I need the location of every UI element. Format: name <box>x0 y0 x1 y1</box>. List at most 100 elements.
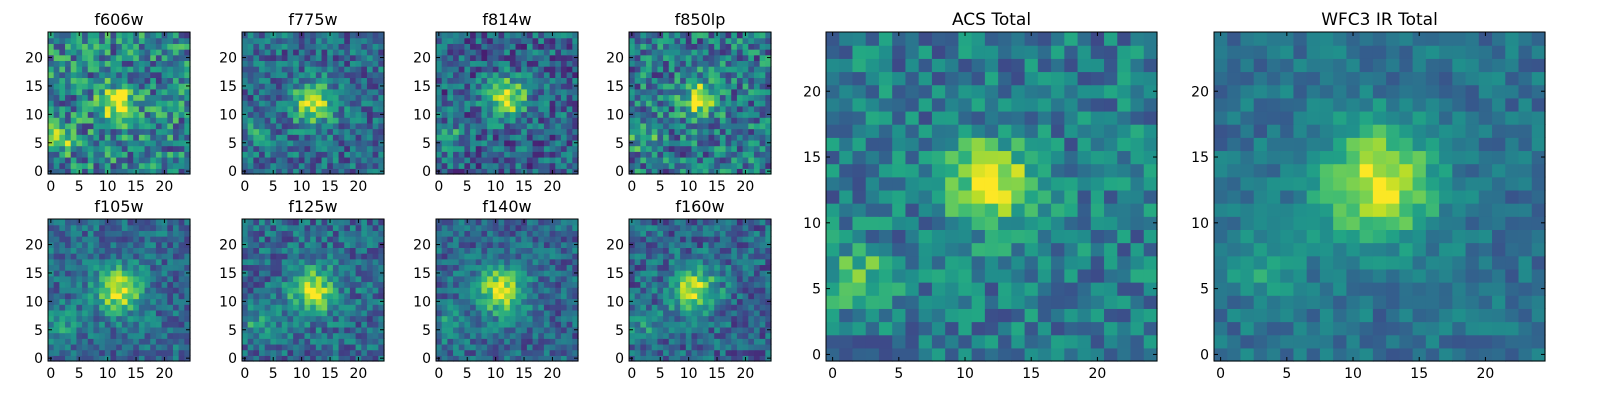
pixel-cell <box>338 156 345 164</box>
pixel-cell <box>447 224 454 231</box>
pixel-cell <box>310 298 317 305</box>
pixel-cell <box>184 281 191 288</box>
pixel-cell <box>566 332 573 339</box>
pixel-cell <box>82 219 89 226</box>
pixel-cell <box>127 151 134 158</box>
pixel-cell <box>725 168 732 175</box>
pixel-cell <box>65 168 72 175</box>
pixel-cell <box>138 292 146 300</box>
pixel-cell <box>475 219 483 226</box>
pixel-cell <box>697 32 704 39</box>
pixel-cell <box>372 247 379 254</box>
pixel-cell <box>691 287 698 294</box>
pixel-cell <box>144 326 151 334</box>
pixel-cell <box>366 264 374 271</box>
pixel-cell <box>327 253 334 260</box>
pixel-cell <box>719 100 727 107</box>
pixel-cell <box>270 247 277 254</box>
pixel-cell <box>748 49 755 56</box>
pixel-cell <box>509 66 517 73</box>
pixel-cell <box>447 43 454 50</box>
pixel-cell <box>110 332 117 339</box>
pixel-cell <box>327 287 334 294</box>
pixel-cell <box>281 338 289 345</box>
pixel-cell <box>264 71 271 79</box>
pixel-cell <box>725 60 732 67</box>
pixel-cell <box>184 230 191 237</box>
pixel-cell <box>680 83 687 90</box>
pixel-cell <box>719 83 727 90</box>
pixel-cell <box>293 355 300 362</box>
pixel-cell <box>646 100 653 107</box>
pixel-cell <box>144 281 151 288</box>
pixel-cell <box>436 88 443 96</box>
pixel-cell <box>178 111 185 118</box>
pixel-cell <box>304 224 311 231</box>
pixel-cell <box>441 270 448 277</box>
pixel-cell <box>753 54 761 61</box>
pixel-cell <box>315 94 323 101</box>
x-tick-label: 0 <box>240 366 249 382</box>
pixel-cell <box>748 71 755 79</box>
pixel-cell <box>458 343 465 351</box>
pixel-cell <box>327 105 334 113</box>
pixel-cell <box>555 139 562 147</box>
pixel-cell <box>253 275 260 283</box>
pixel-cell <box>276 275 283 283</box>
pixel-cell <box>441 168 448 175</box>
pixel-cell <box>487 117 494 124</box>
pixel-cell <box>276 139 283 147</box>
pixel-cell <box>338 128 345 135</box>
pixel-cell <box>372 281 379 288</box>
pixel-cell <box>298 287 306 294</box>
pixel-cell <box>344 128 351 135</box>
pixel-cell <box>321 122 328 130</box>
pixel-cell <box>560 128 568 135</box>
pixel-cell <box>566 117 573 124</box>
pixel-cell <box>253 37 260 44</box>
pixel-cell <box>674 32 681 39</box>
pixel-cell <box>116 156 123 164</box>
pixel-cell <box>93 298 100 305</box>
pixel-cell <box>719 292 727 300</box>
pixel-cell <box>332 304 340 311</box>
pixel-cell <box>651 94 658 101</box>
pixel-cell <box>680 88 687 96</box>
pixel-cell <box>242 49 249 56</box>
pixel-cell <box>150 236 157 243</box>
pixel-cell <box>87 94 95 101</box>
pixel-cell <box>247 168 254 175</box>
y-tick-label: 15 <box>413 266 431 282</box>
pixel-cell <box>646 156 653 164</box>
pixel-cell <box>133 54 140 61</box>
pixel-cell <box>138 236 146 243</box>
pixel-cell <box>121 253 129 260</box>
pixel-cell <box>150 230 157 237</box>
pixel-cell <box>629 43 636 50</box>
pixel-cell <box>470 315 477 322</box>
pixel-cell <box>59 71 66 79</box>
pixel-cell <box>492 151 500 158</box>
pixel-cell <box>253 71 260 79</box>
pixel-cell <box>736 37 744 44</box>
pixel-cell <box>447 71 454 79</box>
pixel-cell <box>276 241 283 248</box>
pixel-cell <box>736 83 744 90</box>
pixel-cell <box>144 241 151 248</box>
pixel-cell <box>634 156 641 164</box>
pixel-cell <box>555 349 562 356</box>
pixel-cell <box>372 298 379 305</box>
pixel-cell <box>555 100 562 107</box>
pixel-cell <box>281 349 289 356</box>
pixel-cell <box>76 241 83 248</box>
pixel-cell <box>82 54 89 61</box>
pixel-cell <box>521 270 528 277</box>
pixel-cell <box>515 71 522 79</box>
pixel-cell <box>464 43 471 50</box>
pixel-cell <box>327 128 334 135</box>
pixel-cell <box>116 111 123 118</box>
pixel-cell <box>82 253 89 260</box>
pixel-cell <box>441 37 448 44</box>
pixel-cell <box>361 281 368 288</box>
pixel-cell <box>184 60 191 67</box>
